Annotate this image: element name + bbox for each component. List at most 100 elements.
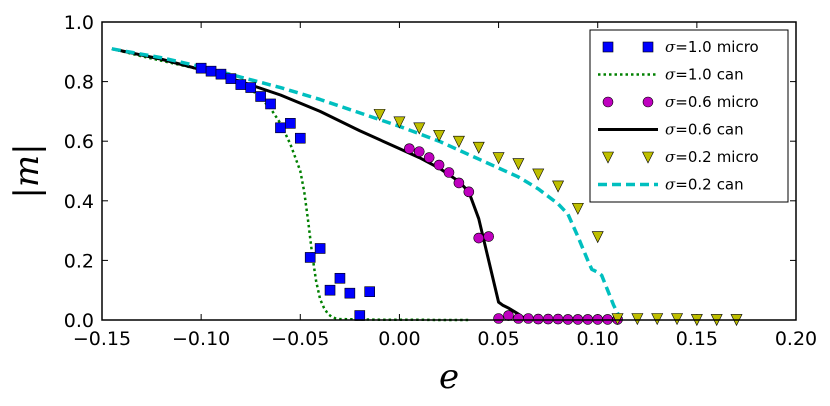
legend-entry-3: σ=0.6 can [598, 121, 744, 139]
data-point [205, 65, 217, 77]
data-point [433, 159, 445, 171]
series-markers-0 [195, 62, 375, 321]
legend-entry-1: σ=1.0 can [598, 66, 744, 84]
legend-kind: micro [717, 93, 759, 111]
data-point [364, 286, 375, 297]
data-point [591, 231, 604, 244]
y-tick-label: 0.8 [64, 72, 94, 94]
legend-box [589, 29, 789, 203]
data-point [552, 180, 565, 193]
data-point [265, 98, 276, 110]
data-point [275, 122, 286, 134]
x-tick-label: 0.10 [577, 328, 619, 350]
data-point [215, 68, 227, 80]
data-point [285, 118, 296, 129]
data-point [433, 129, 446, 142]
legend-entry-2: σ=0.6 micro [602, 93, 759, 111]
legend-sigma: σ [665, 176, 676, 194]
legend-entry-4: σ=0.2 micro [602, 148, 759, 166]
legend-marker [642, 151, 654, 164]
legend-label: σ=0.2 micro [665, 148, 759, 166]
x-axis-label: e [439, 357, 459, 397]
data-point [443, 167, 455, 178]
legend-sigma-value: =1.0 [675, 38, 711, 56]
legend-sigma: σ [665, 38, 676, 56]
data-point [532, 168, 545, 181]
data-point [453, 177, 465, 189]
legend-sigma-value: =0.6 [675, 93, 711, 111]
legend-label: σ=0.2 can [665, 176, 744, 194]
legend-marker [642, 41, 654, 53]
legend-sigma-value: =0.2 [675, 176, 711, 194]
legend-marker [602, 96, 614, 108]
data-point [463, 186, 475, 198]
x-tick-label: −0.15 [73, 328, 131, 350]
data-point [423, 152, 435, 163]
legend-label: σ=1.0 micro [665, 38, 759, 56]
data-point [523, 313, 534, 324]
data-point [304, 252, 316, 263]
legend-sigma: σ [665, 148, 676, 166]
data-point [512, 158, 525, 171]
data-point [334, 272, 346, 284]
legend-label: σ=0.6 can [665, 121, 744, 139]
legend-sigma: σ [665, 93, 676, 111]
data-point [472, 141, 485, 154]
data-point [344, 287, 356, 299]
x-tick-label: −0.05 [271, 328, 329, 350]
data-point [404, 143, 415, 154]
legend-label: σ=1.0 can [665, 66, 744, 84]
data-point [324, 284, 336, 296]
y-tick-label: 0.4 [64, 191, 94, 213]
legend-kind: can [717, 121, 744, 139]
legend-marker [642, 96, 654, 108]
data-point [492, 152, 505, 165]
axes-frame [101, 21, 797, 321]
data-point [503, 310, 514, 321]
legend-marker [602, 41, 614, 53]
legend-sigma: σ [665, 121, 676, 139]
data-point [195, 62, 207, 74]
data-point [393, 116, 406, 129]
data-point [294, 132, 306, 144]
data-point [552, 313, 564, 325]
axis-ticks: −0.15 −0.10 −0.05 0.00 0.05 0.10 0.15 0.20 0.0 0.… [64, 12, 817, 350]
data-point [225, 73, 237, 84]
data-point [413, 146, 425, 157]
data-point [413, 122, 426, 135]
legend-sigma-value: =0.2 [675, 148, 711, 166]
data-point [314, 243, 326, 254]
data-point [452, 135, 465, 148]
data-point [631, 313, 644, 326]
y-tick-label: 0.2 [64, 250, 94, 272]
legend-label: σ=0.6 micro [665, 93, 759, 111]
legend-sigma-value: =0.6 [675, 121, 711, 139]
x-tick-label: 0.05 [477, 328, 519, 350]
plot-area [111, 47, 743, 327]
data-point [483, 231, 494, 242]
data-point [513, 313, 524, 324]
data-point [532, 313, 544, 325]
y-tick-label: 0.6 [64, 131, 94, 153]
data-point [255, 91, 266, 102]
legend-kind: can [717, 176, 744, 194]
data-point [235, 79, 247, 90]
data-point [651, 313, 664, 326]
data-point [542, 313, 554, 325]
x-tick-label: −0.10 [172, 328, 230, 350]
data-point [493, 313, 504, 324]
data-point [373, 109, 386, 122]
x-tick-label: 0.15 [676, 328, 718, 350]
y-tick-label: 0.0 [64, 310, 94, 332]
y-axis-label: |m| [7, 143, 47, 198]
legend-sigma: σ [665, 66, 676, 84]
x-tick-label: 0.20 [775, 328, 817, 350]
x-tick-label: 0.00 [378, 328, 420, 350]
legend-kind: micro [717, 148, 759, 166]
legend-kind: can [717, 66, 744, 84]
legend-entry-5: σ=0.2 can [598, 176, 744, 194]
y-tick-label: 1.0 [64, 12, 94, 34]
data-point [671, 313, 684, 326]
